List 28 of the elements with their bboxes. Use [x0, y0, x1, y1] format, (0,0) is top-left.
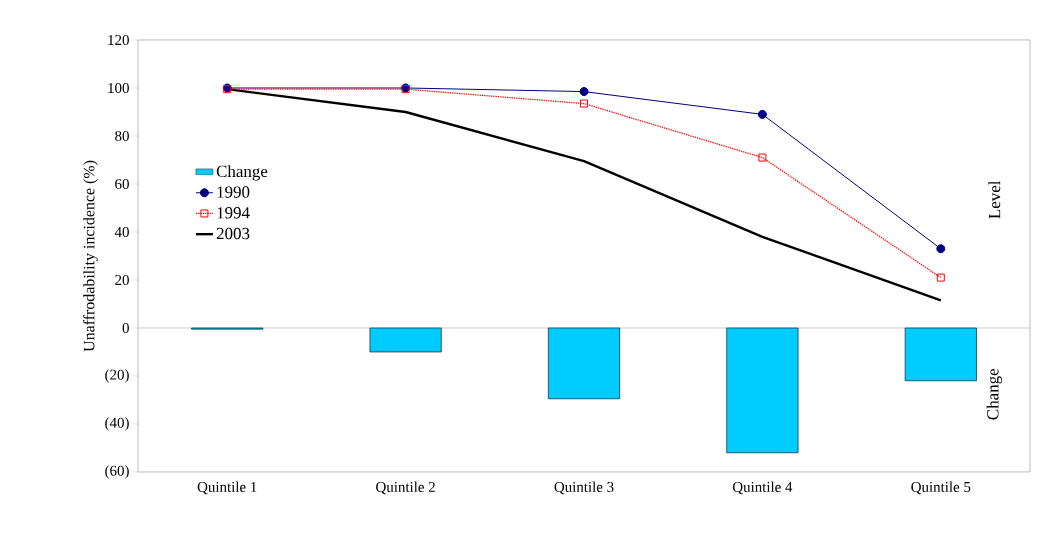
legend-label: 1994 [217, 207, 250, 219]
y-tick-label: (40) [105, 417, 129, 431]
point [757, 109, 767, 119]
legend-label: 1990 [217, 186, 250, 198]
point [936, 273, 945, 282]
x-tick-label: Quintile 2 [376, 481, 435, 495]
y-tick-label: (60) [105, 465, 129, 479]
x-tick-label: Quintile 1 [197, 481, 257, 495]
annotation: Change [986, 368, 1003, 420]
legend-label: 2003 [216, 227, 250, 240]
x-tick-label: Quintile 5 [911, 481, 971, 495]
y-tick-label: 40 [114, 226, 129, 238]
x-tick-label: Quintile 4 [732, 481, 793, 495]
y-tick-label: 120 [108, 34, 129, 46]
y-tick-label: 0 [122, 322, 129, 334]
y-tick-label: 60 [115, 178, 129, 190]
x-tick-label: Quintile 3 [554, 481, 614, 495]
point [936, 244, 946, 254]
point [758, 153, 767, 162]
legend-label: Change [216, 165, 268, 181]
y-axis-title: Unaffrodability incidence (%) [83, 160, 98, 352]
point [580, 99, 589, 108]
annotation: Level [988, 180, 1001, 219]
y-tick-label: 100 [108, 82, 129, 94]
y-tick-label: 20 [115, 274, 129, 286]
y-tick-label: 80 [115, 130, 129, 142]
y-tick-label: (20) [105, 369, 129, 383]
point [579, 87, 589, 97]
